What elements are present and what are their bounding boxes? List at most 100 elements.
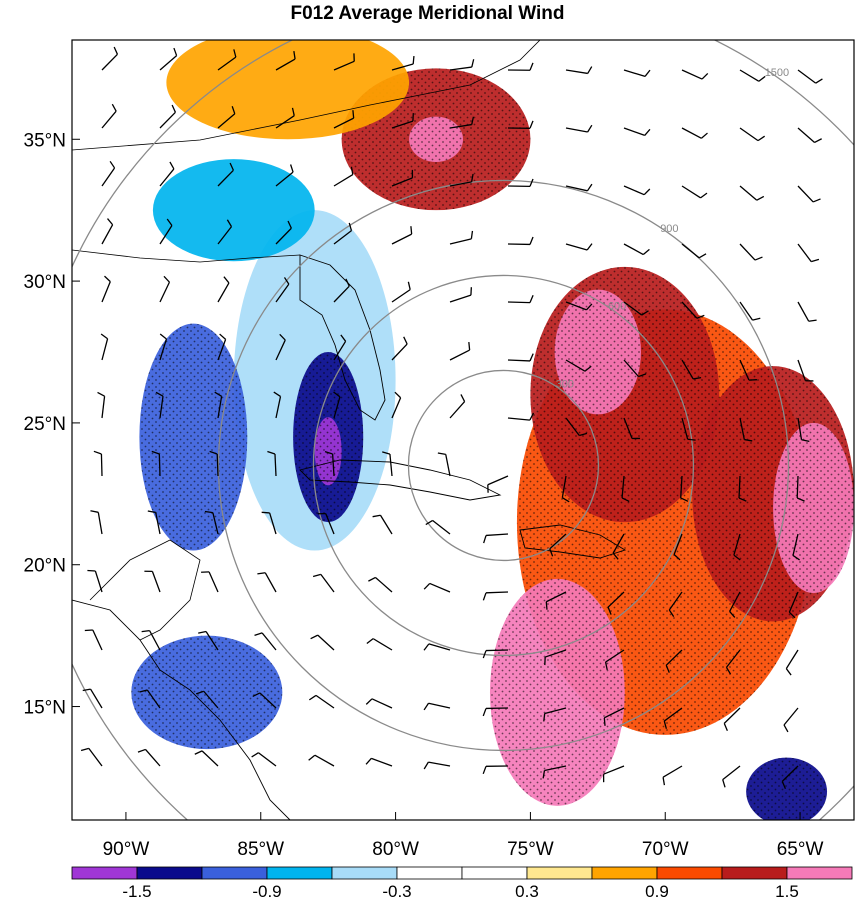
wind-barb <box>267 450 277 477</box>
wind-barb <box>681 185 708 199</box>
wind-barb <box>623 127 651 137</box>
wind-barb <box>623 69 651 78</box>
cuba-outline <box>299 459 502 501</box>
wind-barb <box>449 116 475 129</box>
wind-barb <box>275 277 290 303</box>
wind-barb <box>603 707 625 726</box>
range-ring-label-600: 600 <box>608 301 626 313</box>
wind-barb <box>365 698 393 709</box>
wind-barb <box>549 533 567 557</box>
colorbar-label: 1.5 <box>775 882 799 900</box>
wind-barb <box>217 162 234 187</box>
wind-barb <box>561 475 570 503</box>
wind-barb <box>604 649 625 670</box>
wind-barb <box>449 173 474 187</box>
wind-barb <box>333 53 355 71</box>
wind-barb <box>449 59 475 71</box>
wind-barb <box>449 287 472 303</box>
central-america-outline <box>72 599 291 820</box>
florida-peninsula <box>299 254 386 421</box>
stipple-region-2 <box>554 289 641 415</box>
wind-barb <box>333 391 341 419</box>
wind-barb <box>739 127 766 142</box>
wind-barb <box>147 510 161 535</box>
range-ring-600 <box>312 274 695 657</box>
colorbar-label: -0.3 <box>382 882 411 900</box>
wind-barb <box>90 510 103 535</box>
wind-barb <box>391 56 415 71</box>
wind-barb <box>565 183 593 192</box>
wind-barb <box>308 694 335 709</box>
wind-barb <box>333 222 353 245</box>
wind-barb <box>423 702 451 711</box>
wind-barb <box>137 748 161 767</box>
wind-barb <box>797 69 823 84</box>
colorbar-label: 0.9 <box>645 882 669 900</box>
wind-barb <box>662 765 683 786</box>
wind-barb <box>739 243 763 261</box>
colorbar-swatch <box>266 866 333 880</box>
wind-barb <box>317 512 335 535</box>
wind-barb <box>324 450 335 477</box>
wind-barb <box>507 178 534 188</box>
wind-barb <box>159 161 175 187</box>
wind-barb <box>217 106 236 129</box>
wind-barb <box>195 690 219 709</box>
wind-barb <box>623 417 641 440</box>
wind-shading <box>131 40 854 820</box>
wind-barb <box>449 230 474 245</box>
wind-barb <box>159 333 168 361</box>
wind-barb <box>101 46 119 71</box>
wind-barb <box>312 573 335 593</box>
wind-barb <box>565 359 592 372</box>
stipple-region-7 <box>409 116 463 162</box>
wind-barb <box>621 475 630 503</box>
wind-barb <box>159 104 177 129</box>
wind-barb <box>261 511 277 535</box>
colorbar-swatch <box>396 866 463 880</box>
wind-barb <box>252 692 277 709</box>
lat-tick-label: 30°N <box>24 272 66 293</box>
wind-barb <box>785 649 799 676</box>
range-ring-900 <box>217 179 790 752</box>
wind-barb <box>391 391 402 419</box>
range-ring-label-900: 900 <box>660 223 678 235</box>
wind-barb <box>82 688 103 709</box>
wind-barb <box>681 127 708 139</box>
wind-barb <box>612 533 625 560</box>
wind-barb <box>251 752 277 767</box>
wind-barb <box>87 569 103 593</box>
wind-barb <box>663 707 683 729</box>
wind-barb <box>507 236 534 246</box>
wind-barb <box>507 353 534 362</box>
wind-barb <box>796 475 805 502</box>
wind-barb <box>437 452 451 477</box>
colorbar-swatch <box>721 866 788 880</box>
colorbar-swatch <box>591 866 658 880</box>
wind-barb <box>366 638 393 651</box>
lat-tick-label: 15°N <box>24 698 66 719</box>
wind-barb <box>681 417 696 441</box>
colorbar-swatch <box>656 866 723 880</box>
wind-barb <box>368 576 393 593</box>
wind-barb <box>623 243 650 256</box>
wind-barb <box>84 629 103 651</box>
wind-barb <box>680 475 689 502</box>
colorbar-swatch <box>526 866 593 880</box>
wind-barb <box>365 757 393 767</box>
wind-barb <box>623 301 649 316</box>
stipple-region-12 <box>139 323 248 551</box>
wind-barb <box>482 765 509 775</box>
plot-area: 300 600 900 1500 <box>72 40 854 820</box>
wind-barb <box>391 113 414 129</box>
wind-barb <box>623 359 647 378</box>
lat-tick-label: 35°N <box>24 130 66 151</box>
wind-barb <box>144 570 161 593</box>
lon-tick-label: 65°W <box>777 839 824 860</box>
wind-barb <box>739 185 765 201</box>
hispaniola-outline <box>519 524 627 559</box>
wind-barb <box>673 533 683 561</box>
wind-barb <box>681 359 702 380</box>
wind-barb <box>797 359 814 382</box>
